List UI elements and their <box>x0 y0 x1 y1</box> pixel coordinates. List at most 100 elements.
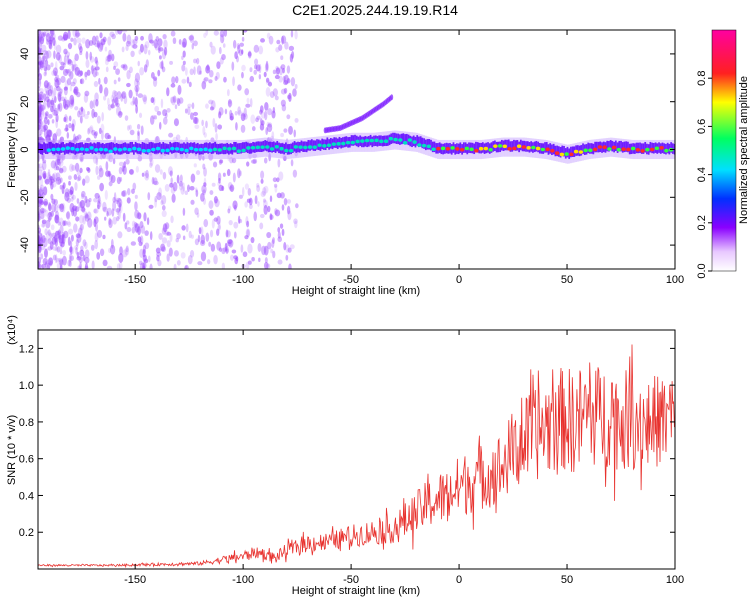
spectrogram-noise-mark <box>129 169 134 175</box>
spectrogram-noise-mark <box>232 76 235 87</box>
spectrogram-x-label: Height of straight line (km) <box>292 285 420 297</box>
ridge-band-mark <box>316 139 318 150</box>
spectrogram-noise-mark <box>184 108 188 114</box>
spectrogram-noise-mark <box>182 235 186 241</box>
spectrogram-noise-mark <box>42 170 47 179</box>
spectrogram-noise-mark <box>170 177 173 185</box>
spectrogram-noise-mark <box>189 68 194 76</box>
ridge-core-mark <box>398 138 403 142</box>
spectrogram-noise-mark <box>178 182 184 191</box>
spectrogram-noise-mark <box>122 249 128 258</box>
spectrogram-noise-mark <box>38 249 41 257</box>
spectrogram-noise-mark <box>161 237 168 244</box>
ridge-band-mark <box>107 142 109 154</box>
ridge-core-mark <box>51 147 56 152</box>
spectrogram-noise-mark <box>47 113 53 119</box>
spectrogram-noise-mark <box>83 93 89 103</box>
ridge-band-mark <box>214 141 217 153</box>
spectrogram-noise-mark <box>250 159 257 164</box>
spectrogram-noise-mark <box>80 245 84 252</box>
spectrogram-noise-mark <box>55 85 61 92</box>
spectrogram-noise-mark <box>197 261 203 266</box>
spectrogram-noise-mark <box>55 246 59 252</box>
ridge-band-mark <box>290 143 293 155</box>
spectrogram-noise-mark <box>62 68 69 77</box>
spectrogram-noise-mark <box>52 37 56 46</box>
spectrogram-noise-mark <box>126 197 131 204</box>
snr-x-tick-label: 50 <box>561 574 573 586</box>
spectrogram-noise-mark <box>269 91 275 99</box>
spectrogram-noise-mark <box>169 233 173 242</box>
spectrogram-noise-mark <box>103 87 109 97</box>
spectrogram-noise-mark <box>165 112 168 119</box>
spectrogram-noise-mark <box>96 200 101 210</box>
spectrogram-noise-mark <box>132 96 136 105</box>
spectrogram-noise-mark <box>242 30 248 33</box>
spectrogram-noise-mark <box>54 158 59 167</box>
spectrogram-noise-mark <box>201 80 207 90</box>
spectrogram-noise-mark <box>96 40 101 49</box>
spectrogram-noise-mark <box>79 262 82 269</box>
spectrogram-noise-mark <box>46 82 51 90</box>
spectrogram-noise-mark <box>143 96 147 105</box>
spectrogram-noise-mark <box>143 44 148 55</box>
ridge-band-mark <box>96 142 99 153</box>
spectrogram-noise-mark <box>139 112 143 118</box>
spectrogram-noise-mark <box>260 111 266 119</box>
spectrogram-noise-mark <box>40 31 44 39</box>
spectrogram-noise-mark <box>57 204 62 209</box>
ridge-core-mark <box>293 145 299 149</box>
spectrogram-noise-mark <box>46 64 51 71</box>
spectrogram-noise-mark <box>255 117 259 123</box>
spectrogram-noise-mark <box>66 132 70 139</box>
snr-y-ticks: 0.2 0.4 0.6 0.8 1.0 1.2 <box>19 343 675 539</box>
spectrogram-noise-mark <box>219 34 225 44</box>
spectrogram-noise-mark <box>259 105 264 113</box>
ridge-band-mark <box>582 143 584 154</box>
spectrogram-noise-mark <box>281 228 285 237</box>
spectrogram-noise-mark <box>87 167 91 173</box>
spectrogram-noise-mark <box>233 231 237 239</box>
spectrogram-noise-mark <box>216 61 221 69</box>
spectrogram-noise-mark <box>205 65 211 74</box>
ridge-core-mark <box>402 140 408 145</box>
spectrogram-noise-mark <box>67 58 72 65</box>
ridge-band-mark <box>162 142 165 153</box>
ridge-band-mark <box>611 140 614 152</box>
ridge-band-mark <box>264 140 267 151</box>
ridge-core-mark <box>550 148 555 153</box>
spectrogram-noise-mark <box>39 207 45 214</box>
ridge-core-mark <box>573 149 579 154</box>
spectrogram-noise-mark <box>45 32 51 43</box>
spectrogram-noise-mark <box>222 43 226 48</box>
spectrogram-noise-mark <box>42 101 47 110</box>
spectrogram-noise-mark <box>40 31 45 42</box>
spectrogram-noise-mark <box>263 71 267 78</box>
spectrogram-noise-mark <box>98 77 101 85</box>
spectrogram-noise-mark <box>284 41 289 50</box>
spectrogram-noise-mark <box>205 232 210 242</box>
spectrogram-noise-mark <box>271 239 275 248</box>
spectrogram-noise-mark <box>246 220 250 228</box>
spectrogram-noise-mark <box>79 51 83 56</box>
ridge-core-mark <box>184 148 189 153</box>
spectrogram-noise-mark <box>274 208 278 216</box>
spectrogram-noise-mark <box>240 113 246 122</box>
spectrogram-y-ticks: -40 -20 0 20 40 <box>19 48 675 253</box>
ridge-core-mark <box>502 144 508 149</box>
ridge-core-mark <box>659 146 664 150</box>
spectrogram-noise-mark <box>240 244 244 253</box>
spectrogram-noise-mark <box>260 191 266 198</box>
spectrogram-noise-mark <box>276 39 281 45</box>
ridge-band-mark <box>150 141 153 153</box>
spectrogram-noise-mark <box>84 90 90 97</box>
spectrogram-noise-mark <box>238 49 244 56</box>
ridge-band-mark <box>590 143 593 154</box>
ridge-band-mark <box>210 143 213 154</box>
spectrogram-noise-mark <box>139 235 144 245</box>
spectrogram-noise-mark <box>247 50 252 59</box>
snr-y-tick-label: 0.2 <box>19 527 34 539</box>
ridge-band-mark <box>241 142 244 153</box>
ridge-core-mark <box>269 147 275 151</box>
spectrogram-noise-mark <box>111 53 115 62</box>
